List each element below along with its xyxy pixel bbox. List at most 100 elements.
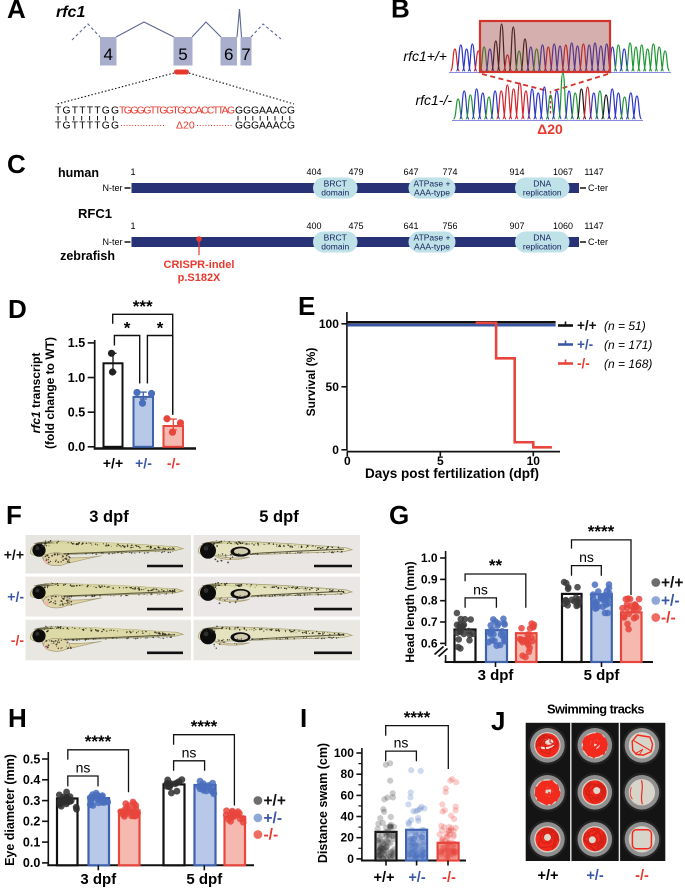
svg-text:0.4: 0.4: [23, 773, 40, 787]
svg-text:(fold change to WT): (fold change to WT): [43, 337, 57, 449]
svg-text:TGGGGTTGGTGCCACCTTAG: TGGGGTTGGTGCCACCTTAG: [119, 106, 235, 117]
svg-text:*: *: [157, 319, 164, 338]
svg-text:5 dpf: 5 dpf: [259, 508, 299, 526]
svg-text:0: 0: [332, 443, 339, 457]
svg-text:-/-: -/-: [661, 610, 676, 627]
svg-text:B: B: [391, 0, 410, 24]
svg-text:6: 6: [224, 45, 233, 64]
svg-text:ATPase +: ATPase +: [414, 179, 451, 189]
svg-text:0: 0: [344, 454, 351, 468]
svg-text:RFC1: RFC1: [78, 206, 112, 221]
svg-text:**: **: [489, 556, 503, 575]
svg-text:60: 60: [341, 788, 355, 802]
svg-text:Δ20: Δ20: [537, 121, 563, 137]
svg-text:774: 774: [442, 167, 457, 177]
svg-text:Swimming tracks: Swimming tracks: [547, 702, 644, 717]
svg-text:0.1: 0.1: [23, 835, 40, 849]
svg-text:100: 100: [319, 317, 339, 331]
svg-text:+/-: +/-: [135, 455, 152, 471]
svg-text:907: 907: [509, 221, 524, 231]
svg-text:TGTTTTGG: TGTTTTGG: [55, 121, 119, 132]
svg-text:N-ter: N-ter: [103, 183, 123, 193]
svg-text:****: ****: [588, 522, 615, 541]
svg-text:1147: 1147: [584, 167, 603, 177]
svg-text:replication: replication: [523, 242, 562, 252]
svg-text:0: 0: [347, 852, 354, 866]
svg-text:ATPase +: ATPase +: [414, 233, 451, 243]
svg-text:domain: domain: [321, 188, 349, 198]
svg-text:400: 400: [306, 221, 321, 231]
svg-text:domain: domain: [321, 242, 349, 252]
svg-text:BRCT: BRCT: [324, 179, 347, 189]
svg-text:0.7: 0.7: [421, 615, 438, 629]
svg-text:*: *: [124, 319, 131, 338]
svg-text:0.5: 0.5: [68, 405, 85, 419]
svg-text:3 dpf: 3 dpf: [89, 508, 129, 526]
svg-text:0.2: 0.2: [23, 815, 40, 829]
svg-text:****: ****: [404, 708, 431, 727]
svg-text:5: 5: [178, 45, 187, 64]
svg-text:Eye diameter (mm): Eye diameter (mm): [3, 754, 17, 866]
svg-text:J: J: [491, 706, 505, 736]
svg-text:3 dpf: 3 dpf: [80, 871, 117, 887]
svg-text:40: 40: [341, 810, 355, 824]
svg-text:Days post fertilization (dpf): Days post fertilization (dpf): [365, 466, 539, 481]
svg-text:+/+: +/+: [661, 575, 683, 592]
svg-text:-/-: -/-: [577, 356, 590, 371]
svg-text:Δ20: Δ20: [176, 120, 195, 132]
svg-text:1067: 1067: [553, 167, 573, 177]
svg-text:0.9: 0.9: [421, 572, 438, 586]
svg-text:H: H: [8, 703, 27, 733]
svg-text:100: 100: [334, 746, 354, 760]
svg-text:BRCT: BRCT: [324, 233, 347, 243]
svg-text:0.0: 0.0: [23, 856, 40, 870]
svg-text:10: 10: [527, 454, 541, 468]
svg-text:1147: 1147: [584, 221, 603, 231]
svg-text:+/-: +/-: [577, 337, 593, 352]
svg-text:****: ****: [85, 732, 112, 751]
svg-text:7: 7: [241, 45, 250, 64]
svg-text:3 dpf: 3 dpf: [478, 667, 515, 684]
svg-text:+/-: +/-: [408, 870, 425, 886]
svg-text:rfc1: rfc1: [56, 4, 85, 21]
svg-text:+/+: +/+: [577, 318, 597, 333]
svg-text:CRISPR-indel: CRISPR-indel: [164, 259, 235, 271]
svg-text:475: 475: [348, 221, 363, 231]
svg-text:+/+: +/+: [264, 793, 286, 810]
svg-text:I: I: [300, 703, 307, 733]
svg-text:F: F: [6, 500, 22, 530]
svg-text:0.8: 0.8: [421, 594, 438, 608]
svg-text:5: 5: [437, 454, 444, 468]
svg-text:479: 479: [348, 167, 363, 177]
svg-text:AAA-type: AAA-type: [414, 188, 450, 198]
svg-text:****: ****: [191, 717, 218, 736]
svg-text:rfc1-/-: rfc1-/-: [415, 92, 452, 108]
svg-text:(n = 171): (n = 171): [604, 338, 652, 352]
svg-text:rfc1 transcript: rfc1 transcript: [29, 353, 43, 434]
svg-text:+/+: +/+: [4, 546, 24, 562]
svg-text:+/-: +/-: [586, 868, 603, 884]
svg-text:GGGAAACG: GGGAAACG: [235, 106, 295, 117]
svg-text:+/+: +/+: [374, 870, 395, 886]
svg-text:(n = 51): (n = 51): [604, 319, 646, 333]
svg-text:zebrafish: zebrafish: [60, 249, 115, 263]
svg-text:1: 1: [130, 167, 135, 177]
svg-text:-/-: -/-: [11, 632, 25, 648]
svg-text:N-ter: N-ter: [103, 237, 123, 247]
svg-text:DNA: DNA: [533, 233, 551, 243]
svg-text:0.6: 0.6: [421, 636, 438, 650]
svg-text:D: D: [8, 294, 27, 324]
svg-text:756: 756: [442, 221, 457, 231]
svg-text:TGTTTTGG: TGTTTTGG: [55, 106, 119, 117]
svg-text:(n = 168): (n = 168): [604, 357, 652, 371]
svg-text:50: 50: [326, 380, 340, 394]
svg-text:Distance swam (cm): Distance swam (cm): [316, 743, 330, 863]
svg-text:+/+: +/+: [103, 455, 123, 471]
svg-text:C-ter: C-ter: [588, 237, 608, 247]
svg-text:1.0: 1.0: [421, 551, 438, 565]
svg-text:ns: ns: [182, 745, 197, 761]
svg-text:404: 404: [306, 167, 321, 177]
svg-text:80: 80: [341, 767, 355, 781]
svg-text:1.0: 1.0: [68, 371, 85, 385]
svg-text:A: A: [7, 0, 26, 24]
